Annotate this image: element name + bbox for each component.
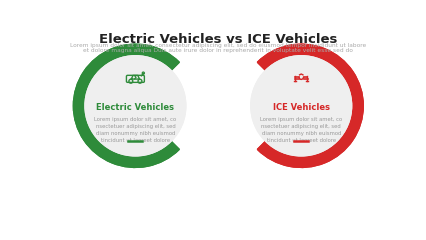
Circle shape: [85, 56, 186, 156]
Circle shape: [85, 56, 186, 156]
Text: Electric Vehicles vs ICE Vehicles: Electric Vehicles vs ICE Vehicles: [99, 33, 337, 46]
Circle shape: [251, 56, 351, 156]
Wedge shape: [73, 44, 179, 167]
Circle shape: [238, 43, 365, 169]
Text: ICE Vehicles: ICE Vehicles: [273, 103, 330, 112]
Circle shape: [251, 56, 351, 156]
Text: et dolore magna aliqua Duis aute irure dolor in reprehenderit in voluptate velit: et dolore magna aliqua Duis aute irure d…: [83, 48, 353, 53]
Circle shape: [72, 43, 199, 169]
Wedge shape: [257, 44, 363, 167]
Text: Lorem ipsum dolor sit amet, consectetur adipiscing elit, sed do eiusmod tempor i: Lorem ipsum dolor sit amet, consectetur …: [70, 43, 366, 48]
Text: Lorem ipsum dolor sit amet, co
nsectetuer adipiscing elit, sed
diam nonummy nibh: Lorem ipsum dolor sit amet, co nsectetue…: [94, 117, 176, 143]
Wedge shape: [73, 44, 179, 167]
Text: Lorem ipsum dolor sit amet, co
nsectetuer adipiscing elit, sed
diam nonummy nibh: Lorem ipsum dolor sit amet, co nsectetue…: [260, 117, 343, 143]
Text: Electric Vehicles: Electric Vehicles: [96, 103, 174, 112]
Wedge shape: [257, 44, 363, 167]
